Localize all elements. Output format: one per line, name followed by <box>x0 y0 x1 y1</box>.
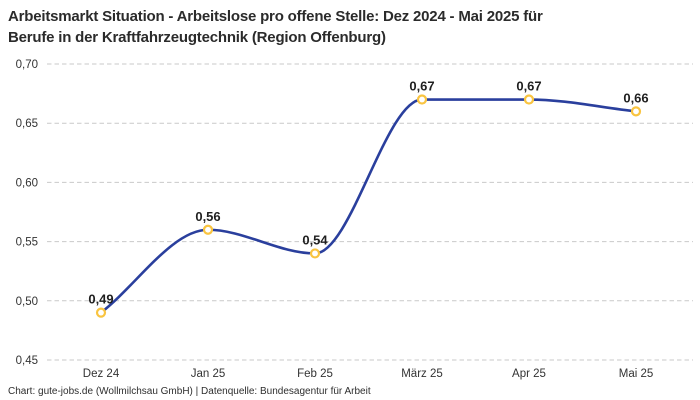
chart-title-line1: Arbeitsmarkt Situation - Arbeitslose pro… <box>8 8 543 25</box>
data-point-marker <box>630 106 642 117</box>
x-axis-tick-label: Dez 24 <box>83 368 120 380</box>
x-axis-tick-label: Mai 25 <box>619 368 654 380</box>
data-point-label: 0,67 <box>409 79 434 94</box>
data-point-label: 0,49 <box>88 292 113 307</box>
chart-footer: Chart: gute-jobs.de (Wollmilchsau GmbH) … <box>8 386 371 397</box>
data-point-label: 0,54 <box>302 232 328 247</box>
data-point-label: 0,66 <box>623 90 648 105</box>
chart-title: Arbeitsmarkt Situation - Arbeitslose pro… <box>8 6 543 48</box>
data-point-marker <box>309 248 321 259</box>
y-axis-tick-label: 0,45 <box>16 355 38 367</box>
y-axis-tick-label: 0,55 <box>16 237 38 249</box>
data-point-label: 0,56 <box>195 209 220 224</box>
data-point-label: 0,67 <box>516 79 541 94</box>
trend-line <box>99 98 638 314</box>
data-point-marker <box>202 224 214 235</box>
x-axis-tick-label: März 25 <box>401 368 443 380</box>
x-axis-tick-label: Apr 25 <box>512 368 546 380</box>
data-point-marker <box>523 94 535 105</box>
data-point-marker <box>416 94 428 105</box>
x-axis-tick-label: Jan 25 <box>191 368 226 380</box>
data-point-marker <box>95 307 107 318</box>
chart-title-line2: Berufe in der Kraftfahrzeugtechnik (Regi… <box>8 29 386 46</box>
y-axis-tick-label: 0,50 <box>16 296 38 308</box>
x-axis-tick-label: Feb 25 <box>297 368 333 380</box>
y-axis-tick-label: 0,60 <box>16 177 38 189</box>
y-axis-tick-label: 0,70 <box>16 59 38 71</box>
y-axis-tick-label: 0,65 <box>16 118 38 130</box>
